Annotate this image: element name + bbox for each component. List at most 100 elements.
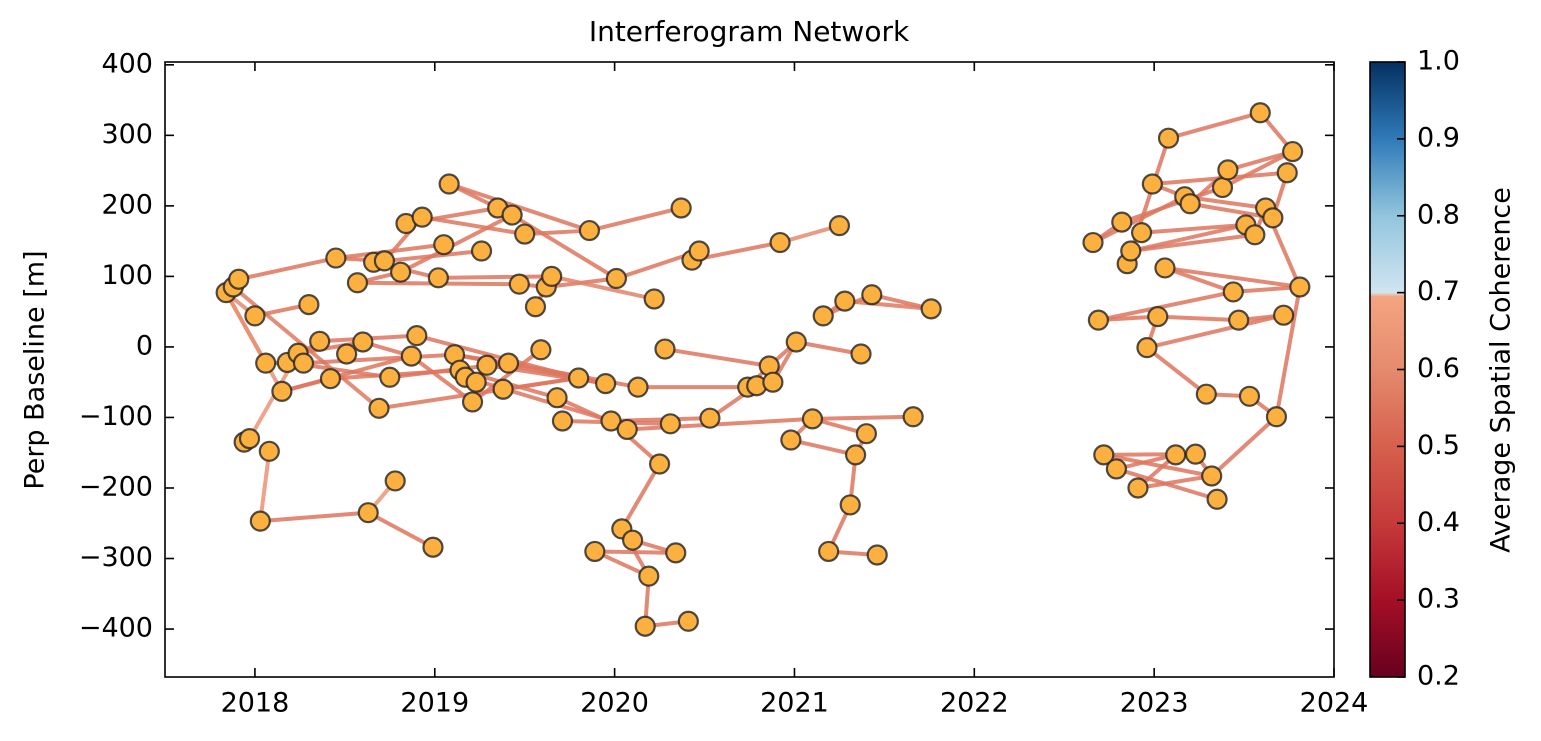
y-tick-label: 400 [101, 48, 153, 79]
node [1082, 231, 1104, 254]
node [1157, 127, 1180, 149]
node [1238, 385, 1261, 407]
node [578, 219, 601, 242]
edge [549, 274, 657, 301]
node [699, 407, 721, 429]
node [1184, 443, 1207, 465]
node [785, 331, 807, 353]
edge [810, 414, 916, 421]
node [1105, 458, 1127, 480]
edge [1231, 284, 1302, 294]
y-axis-label: Perp Baseline [m] [20, 250, 51, 489]
y-tick-label: −400 [79, 613, 153, 644]
edge [794, 339, 864, 356]
node [325, 247, 347, 269]
node [541, 265, 563, 288]
colorbar-tick-label: 1.0 [1417, 46, 1460, 77]
y-tick-label: 0 [136, 330, 153, 361]
node [238, 428, 261, 450]
node [621, 529, 644, 551]
edge [1155, 314, 1241, 323]
node [643, 288, 665, 310]
node [654, 338, 676, 360]
edge [1128, 232, 1257, 254]
y-tick-label: 300 [101, 119, 153, 150]
node [357, 502, 379, 524]
node [1244, 224, 1266, 246]
node [352, 331, 374, 353]
node [861, 284, 883, 306]
node [659, 413, 681, 435]
edge [1101, 452, 1214, 478]
node [801, 408, 824, 430]
node [677, 610, 699, 632]
edge [301, 352, 457, 366]
edge [1119, 185, 1225, 225]
node [627, 376, 649, 398]
node [1211, 176, 1234, 199]
x-tick-label: 2023 [1120, 688, 1189, 719]
node [605, 267, 628, 290]
edge [1096, 289, 1236, 323]
node [595, 373, 617, 395]
node [769, 231, 791, 254]
node [249, 510, 271, 532]
node [866, 544, 888, 566]
edge [279, 354, 414, 394]
node [492, 378, 514, 400]
node [258, 440, 280, 462]
node [546, 387, 568, 409]
colorbar-tick-label: 0.3 [1417, 584, 1460, 615]
edge [409, 354, 475, 404]
node [524, 296, 547, 318]
node [501, 204, 523, 226]
colorbar-tick-label: 0.8 [1417, 199, 1460, 230]
node [319, 368, 342, 390]
node [389, 261, 412, 283]
node [433, 234, 455, 256]
x-tick-label: 2021 [760, 688, 829, 719]
node [688, 240, 710, 262]
node [508, 273, 530, 295]
edge [1166, 110, 1263, 141]
edge [1135, 473, 1214, 490]
node [855, 423, 878, 445]
node [1249, 102, 1271, 124]
node [1136, 337, 1158, 359]
node [1289, 276, 1311, 298]
node [271, 380, 293, 402]
colorbar-tick-label: 0.7 [1417, 276, 1460, 307]
edge [463, 375, 614, 423]
edge [1144, 345, 1209, 397]
edge [236, 256, 338, 282]
node [497, 352, 520, 374]
x-tick-label: 2019 [400, 688, 469, 719]
y-tick-label: −100 [79, 401, 153, 432]
x-tick-label: 2024 [1300, 688, 1369, 719]
node [373, 250, 396, 272]
node [461, 391, 484, 413]
colorbar-tick-label: 0.5 [1417, 430, 1460, 461]
node [1222, 281, 1244, 303]
node [422, 536, 444, 558]
node [920, 298, 942, 320]
node [584, 540, 606, 563]
edge [1274, 284, 1302, 419]
edge [1162, 265, 1236, 294]
y-tick-label: 100 [101, 260, 153, 291]
y-tick-label: 200 [101, 189, 153, 220]
node [336, 343, 358, 365]
edge [258, 510, 371, 524]
node [1120, 240, 1142, 262]
node [379, 366, 401, 388]
edge [501, 375, 581, 392]
edge [625, 416, 815, 432]
node [839, 494, 861, 516]
node [1201, 465, 1223, 487]
node [902, 406, 924, 428]
node [828, 215, 851, 237]
edge [224, 290, 284, 394]
node [368, 397, 390, 419]
node [762, 371, 784, 393]
